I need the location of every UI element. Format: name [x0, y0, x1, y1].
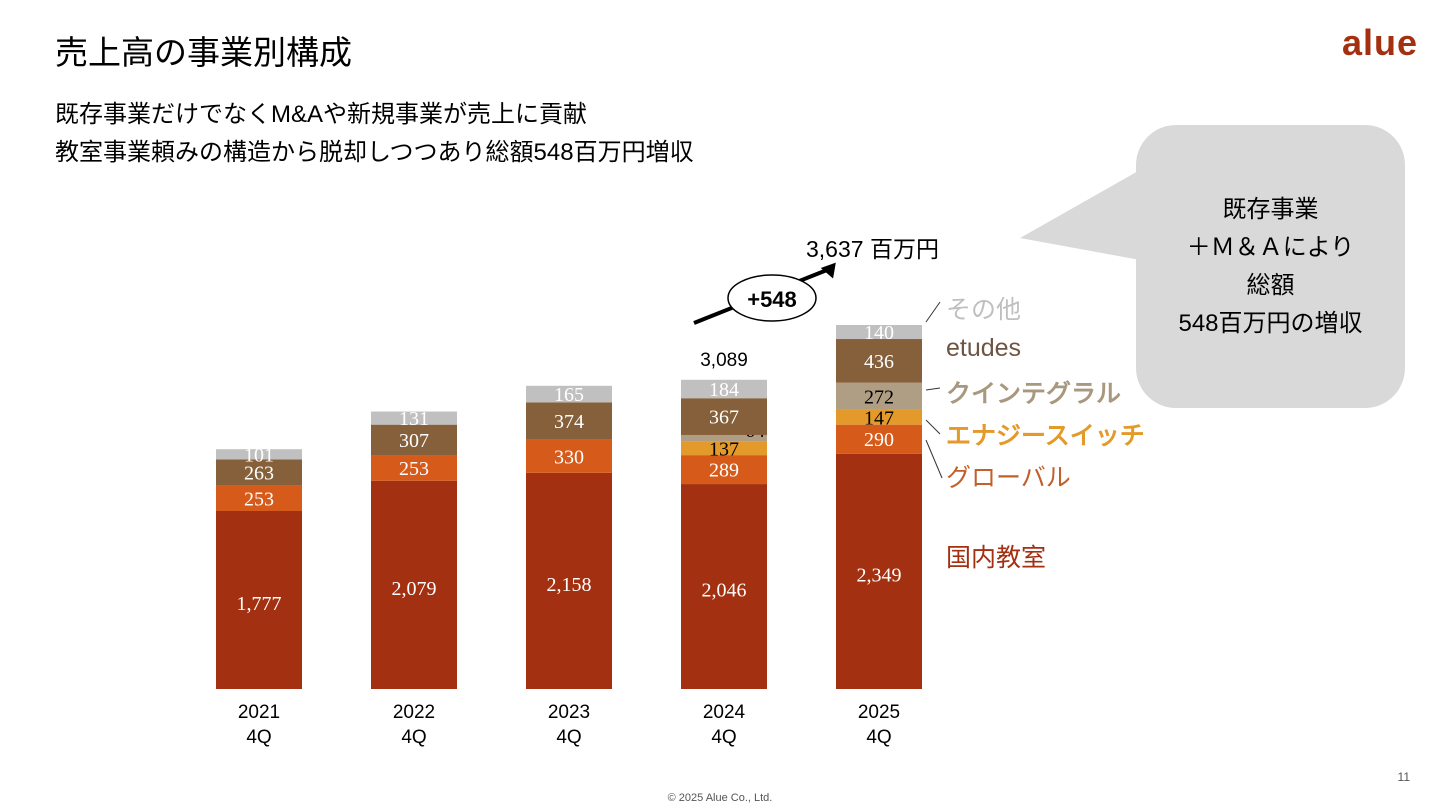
data-label: 436: [864, 351, 894, 373]
bar-segment: [681, 484, 767, 689]
bar-segment: [836, 325, 922, 340]
bar-segment: [526, 472, 612, 689]
leader-line-quintegral: [925, 387, 941, 391]
x-tick-line: 2022: [392, 702, 436, 723]
x-tick-line: 4Q: [556, 727, 582, 748]
total-2025: 3,637 百万円: [806, 236, 939, 262]
x-tick-label: 2021 4Q: [199, 700, 319, 750]
data-label: 253: [244, 488, 274, 510]
callout-bubble: 既存事業 ＋Ｍ＆Ａにより 総額 548百万円の増収: [1136, 125, 1405, 408]
x-tick-line: 2024: [702, 702, 746, 723]
data-label: 2,158: [547, 574, 592, 596]
bar-segment: [836, 453, 922, 689]
bar-segment: [526, 385, 612, 403]
leader-line-global: [925, 439, 943, 479]
data-label: 2,046: [702, 580, 747, 602]
page-title: 売上高の事業別構成: [55, 34, 352, 71]
legend-etudes: etudes: [946, 334, 1022, 362]
x-tick-label: 2024 4Q: [664, 700, 784, 750]
bar-segment: [681, 455, 767, 485]
bar-segment: [681, 441, 767, 456]
bar-segment: [681, 379, 767, 399]
x-tick-line: 2023: [547, 702, 591, 723]
bar-segment: [836, 382, 922, 410]
data-label: 184: [709, 379, 739, 401]
bar-segment: [681, 434, 767, 442]
x-tick-line: 4Q: [711, 727, 737, 748]
callout-line: 既存事業: [1222, 195, 1319, 223]
data-label: 140: [864, 322, 894, 344]
bar-segment: [836, 339, 922, 383]
data-label: 2,349: [857, 564, 902, 586]
data-label: 131: [399, 408, 429, 430]
copyright: © 2025 Alue Co., Ltd.: [667, 792, 773, 804]
bar-segment: [371, 480, 457, 689]
data-label: 147: [864, 407, 894, 429]
legend-other: その他: [946, 296, 1022, 324]
total-2024: 3,089: [700, 350, 748, 371]
data-label: 307: [399, 430, 429, 452]
arrow-head-icon: [820, 262, 836, 279]
callout-line: ＋Ｍ＆Ａにより: [1186, 233, 1355, 261]
x-tick-label: 2025 4Q: [819, 700, 939, 750]
data-label: 263: [244, 462, 274, 484]
x-tick-line: 4Q: [866, 727, 892, 748]
x-tick-line: 2025: [857, 702, 901, 723]
bar-segment: [371, 455, 457, 481]
data-label: 374: [554, 411, 584, 433]
bar-segment: [526, 402, 612, 440]
subtitle-line-1: 既存事業だけでなくM&Aや新規事業が売上に貢献: [55, 101, 588, 128]
data-label: 137: [709, 438, 739, 460]
bar-segment: [216, 449, 302, 460]
legend-global: グローバル: [946, 464, 1071, 492]
data-label: 272: [864, 386, 894, 408]
data-label: 165: [554, 384, 584, 406]
data-label: 289: [709, 460, 739, 482]
legend-energyswitch: エナジースイッチ: [946, 422, 1145, 450]
bar-segment: [216, 459, 302, 486]
growth-ellipse: [727, 274, 817, 322]
bar-segment: [836, 409, 922, 425]
data-label: 1,777: [237, 593, 282, 615]
callout-line: 総額: [1246, 271, 1295, 299]
data-label: 330: [554, 446, 584, 468]
bar-segment: [216, 511, 302, 689]
page-number: 11: [1397, 770, 1410, 784]
legend-domestic-classroom: 国内教室: [946, 544, 1047, 572]
data-label: 101: [244, 444, 274, 466]
leader-line-other: [925, 301, 941, 323]
callout-tail: [1020, 170, 1140, 260]
bar-segment: [371, 424, 457, 456]
x-tick-label: 2023 4Q: [509, 700, 629, 750]
x-tick-line: 4Q: [401, 727, 427, 748]
bar-segment: [526, 439, 612, 473]
data-label: 253: [399, 458, 429, 480]
x-tick-line: 2021: [237, 702, 281, 723]
data-label: 367: [709, 407, 739, 429]
x-tick-line: 4Q: [246, 727, 272, 748]
x-tick-label: 2022 4Q: [354, 700, 474, 750]
callout-line: 548百万円の増収: [1178, 309, 1363, 337]
subtitle-line-2: 教室事業頼みの構造から脱却しつつあり総額548百万円増収: [55, 139, 694, 166]
growth-label: +548: [747, 287, 797, 312]
bar-segment: [371, 411, 457, 425]
legend-quintegral: クインテグラル: [946, 380, 1122, 408]
data-label: 290: [864, 429, 894, 451]
bar-segment: [681, 398, 767, 435]
alue-logo: alue: [1341, 22, 1418, 63]
leader-line-energyswitch: [925, 419, 941, 435]
bar-segment: [836, 424, 922, 454]
data-label: 2,079: [392, 578, 437, 600]
bar-segment: [216, 485, 302, 512]
